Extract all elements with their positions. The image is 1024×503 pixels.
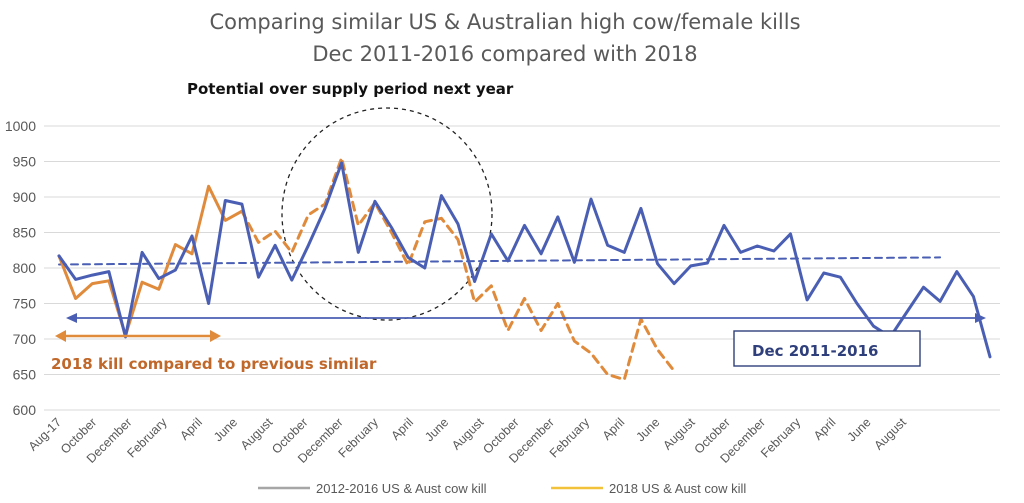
x-tick-label: June [422,415,451,444]
y-tick-label: 600 [13,402,37,418]
oversupply-circle [281,107,493,321]
series-line-2 [240,156,676,381]
x-tick-label: June [633,415,662,444]
x-tick-label: April [811,415,839,443]
x-tick-label: February [336,415,382,461]
y-tick-label: 700 [13,331,37,347]
x-tick-label: April [600,415,628,443]
y-tick-label: 750 [13,296,37,312]
kill-compared-annotation: 2018 kill compared to previous similar [51,355,377,373]
series-line-1 [57,184,244,337]
blue-range-arrow [66,313,986,323]
y-tick-label: 1000 [5,118,36,134]
x-tick-label: April [389,415,417,443]
x-tick-label: August [871,415,909,453]
y-tick-label: 800 [13,260,37,276]
y-tick-label: 850 [13,225,37,241]
dec-2011-2016-label: Dec 2011-2016 [752,342,878,360]
legend: 2012-2016 US & Aust cow kill 2018 US & A… [258,481,746,496]
x-tick-label: February [124,415,170,461]
legend-label-2018: 2018 US & Aust cow kill [609,481,746,496]
legend-label-2012-2016: 2012-2016 US & Aust cow kill [316,481,487,496]
x-tick-label: February [547,415,593,461]
series-layer [57,156,992,381]
oversupply-annotation: Potential over supply period next year [187,80,514,98]
y-tick-label: 650 [13,367,37,383]
chart-title: Comparing similar US & Australian high c… [209,10,800,34]
y-tick-label: 900 [13,189,37,205]
series-line-0 [57,161,992,359]
x-tick-label: June [211,415,240,444]
x-tick-label: June [845,415,874,444]
y-tick-label: 950 [13,154,37,170]
x-tick-label: February [758,415,804,461]
y-axis-ticks: 600 650 700 750 800 850 900 950 1000 [5,118,36,418]
x-tick-label: April [177,415,205,443]
series-line-3 [58,256,942,266]
chart-subtitle: Dec 2011-2016 compared with 2018 [312,42,697,66]
orange-range-arrow [55,330,221,342]
dec-2011-2016-box [733,330,921,367]
